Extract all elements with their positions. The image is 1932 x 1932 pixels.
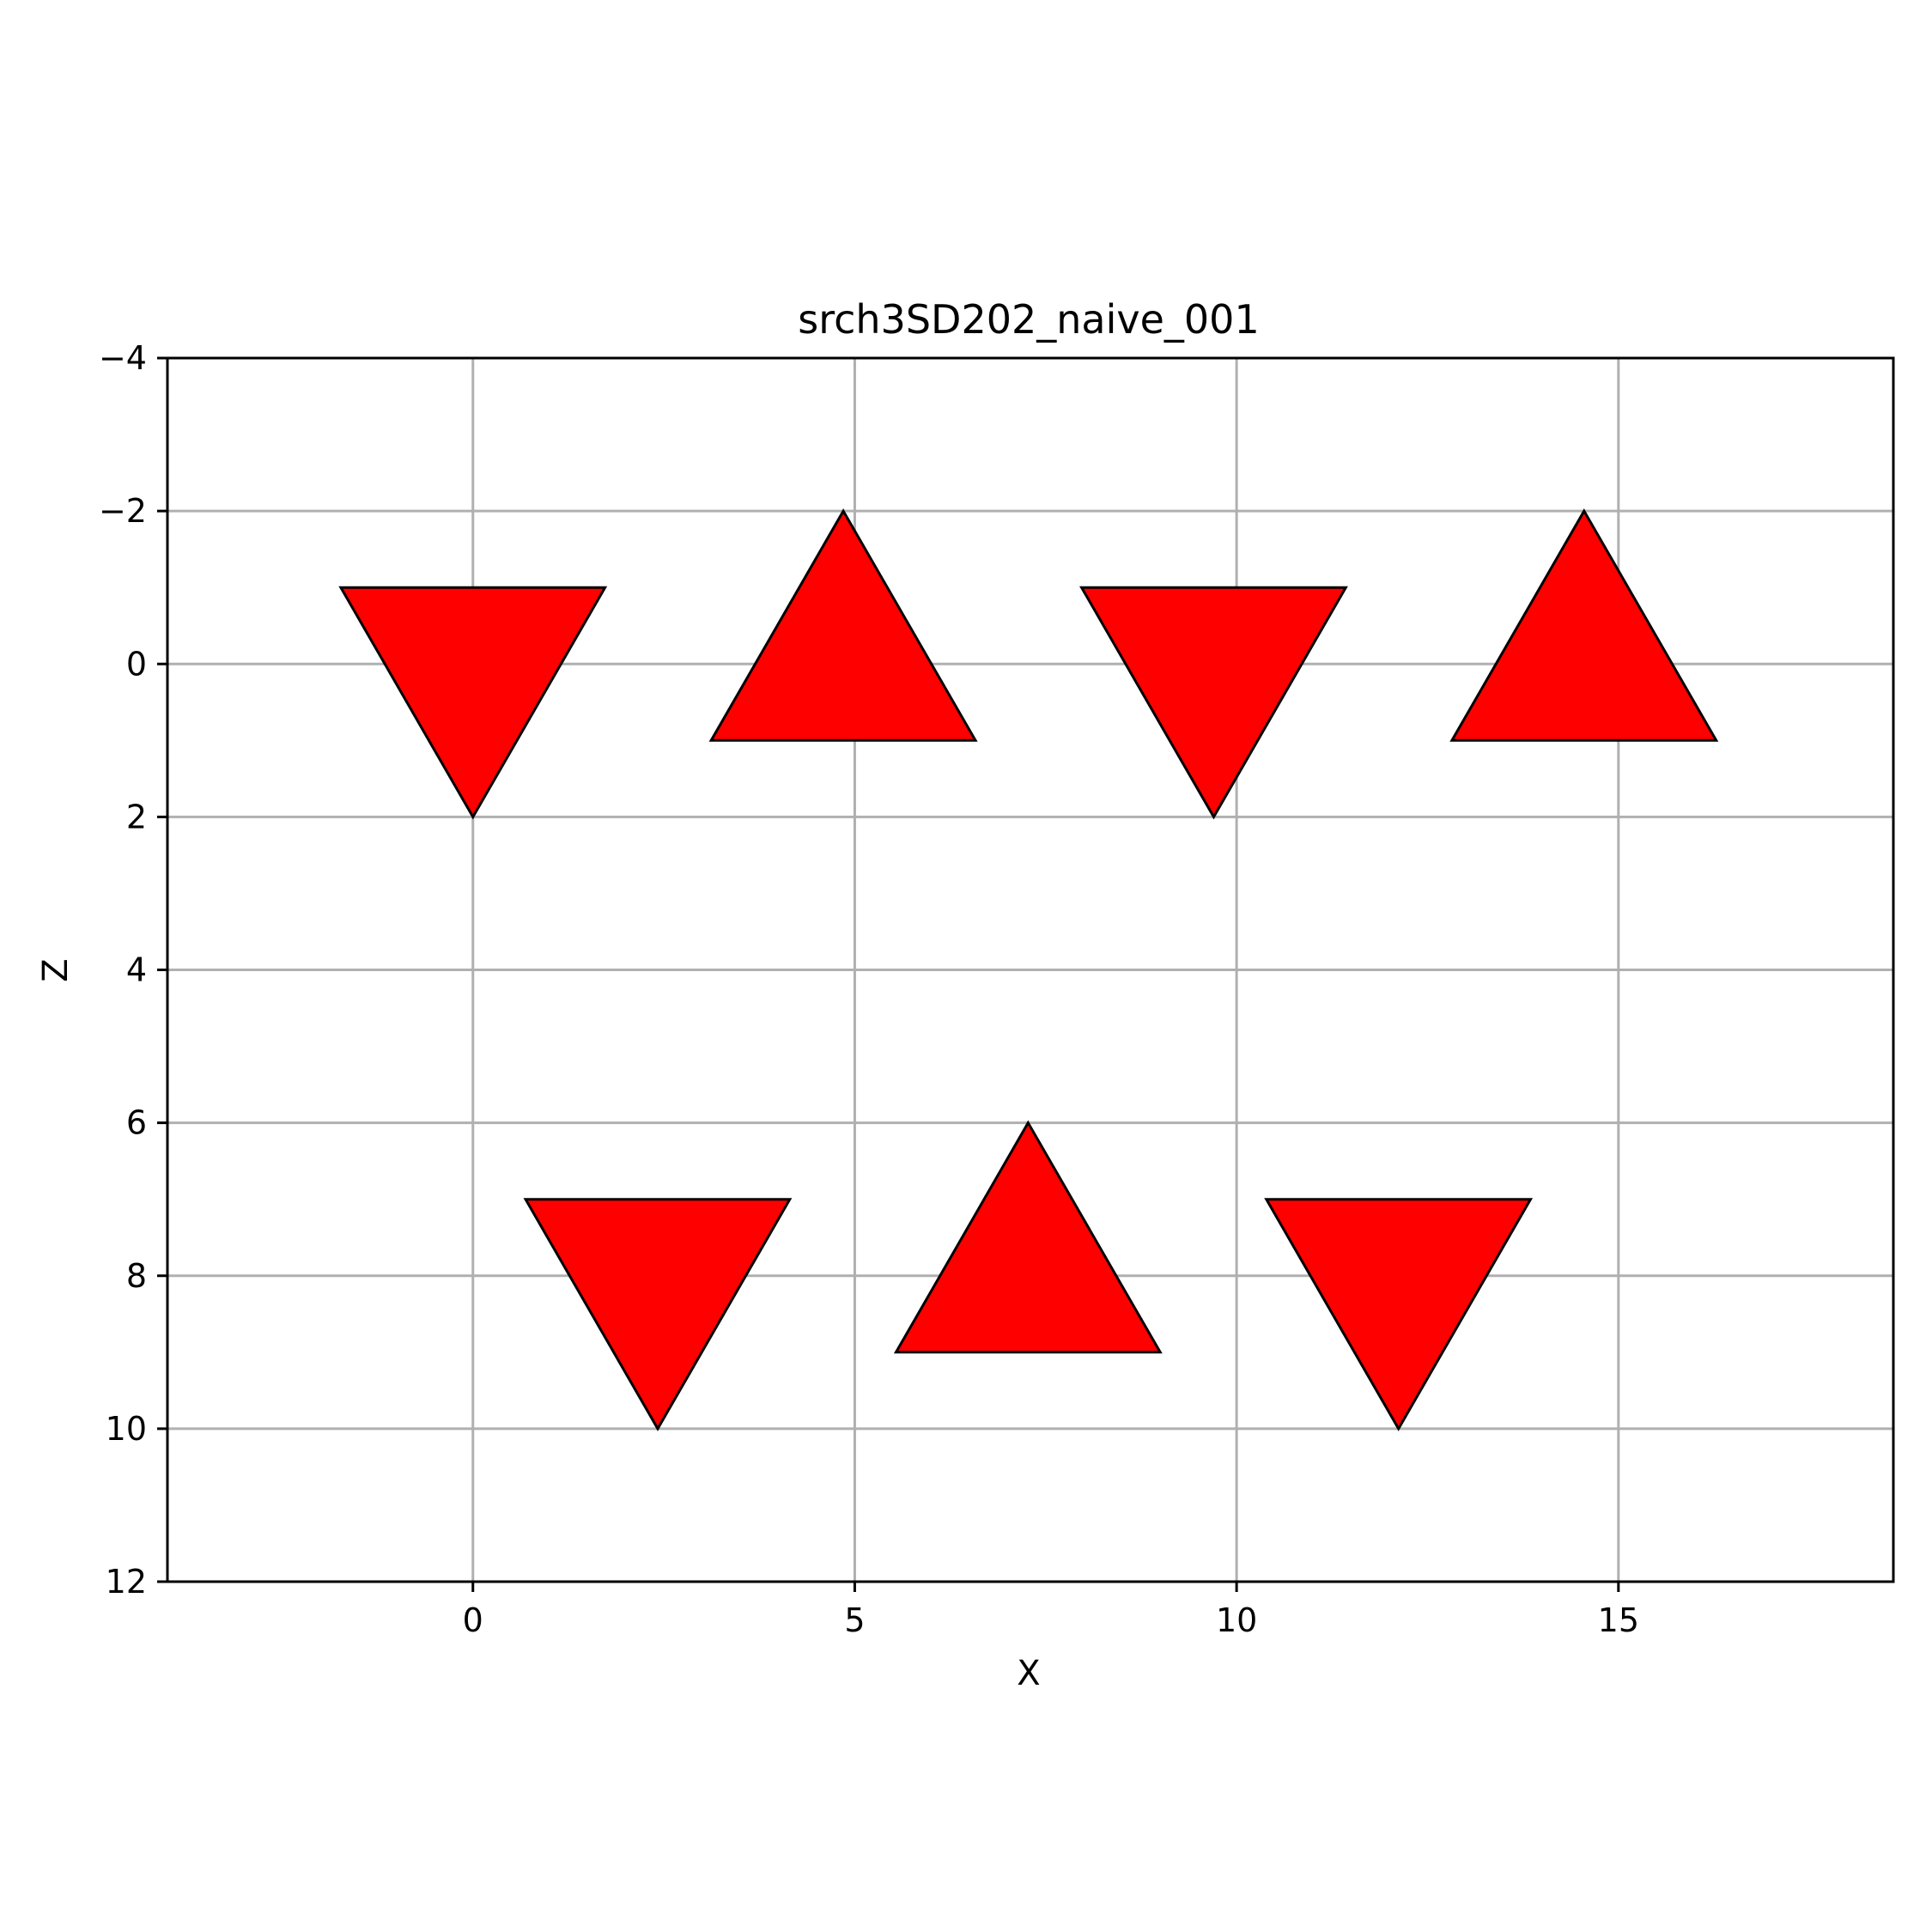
y-tick-label: 0 — [126, 645, 147, 683]
triangle-marker-down — [523, 1198, 793, 1431]
y-tick-label: 4 — [126, 951, 147, 989]
x-axis-label: X — [1017, 1654, 1040, 1693]
y-tick-label: 2 — [126, 798, 147, 835]
x-tick-label: 5 — [844, 1601, 865, 1639]
chart-title: srch3SD202_naive_001 — [798, 296, 1259, 343]
y-tick-label: −4 — [99, 339, 147, 377]
y-tick-label: 6 — [126, 1104, 147, 1142]
triangle-marker-up — [893, 1120, 1163, 1354]
triangle-marker-down — [1079, 586, 1348, 820]
ticks: 0 5 10 15 −4 −2 0 2 4 6 8 10 12 — [99, 339, 1639, 1639]
triangle-marker-up — [708, 508, 978, 742]
triangle-marker-down — [338, 586, 608, 820]
x-tick-label: 15 — [1598, 1601, 1639, 1639]
triangle-marker-down — [1264, 1198, 1534, 1431]
y-tick-label: 12 — [106, 1563, 147, 1601]
y-tick-label: −2 — [99, 492, 147, 530]
y-tick-label: 8 — [126, 1257, 147, 1295]
y-tick-label: 10 — [106, 1410, 147, 1448]
x-tick-label: 0 — [463, 1601, 483, 1639]
triangle-marker-up — [1449, 508, 1719, 742]
y-axis-label: Z — [36, 958, 76, 981]
x-tick-label: 10 — [1216, 1601, 1257, 1639]
markers — [338, 508, 1719, 1431]
